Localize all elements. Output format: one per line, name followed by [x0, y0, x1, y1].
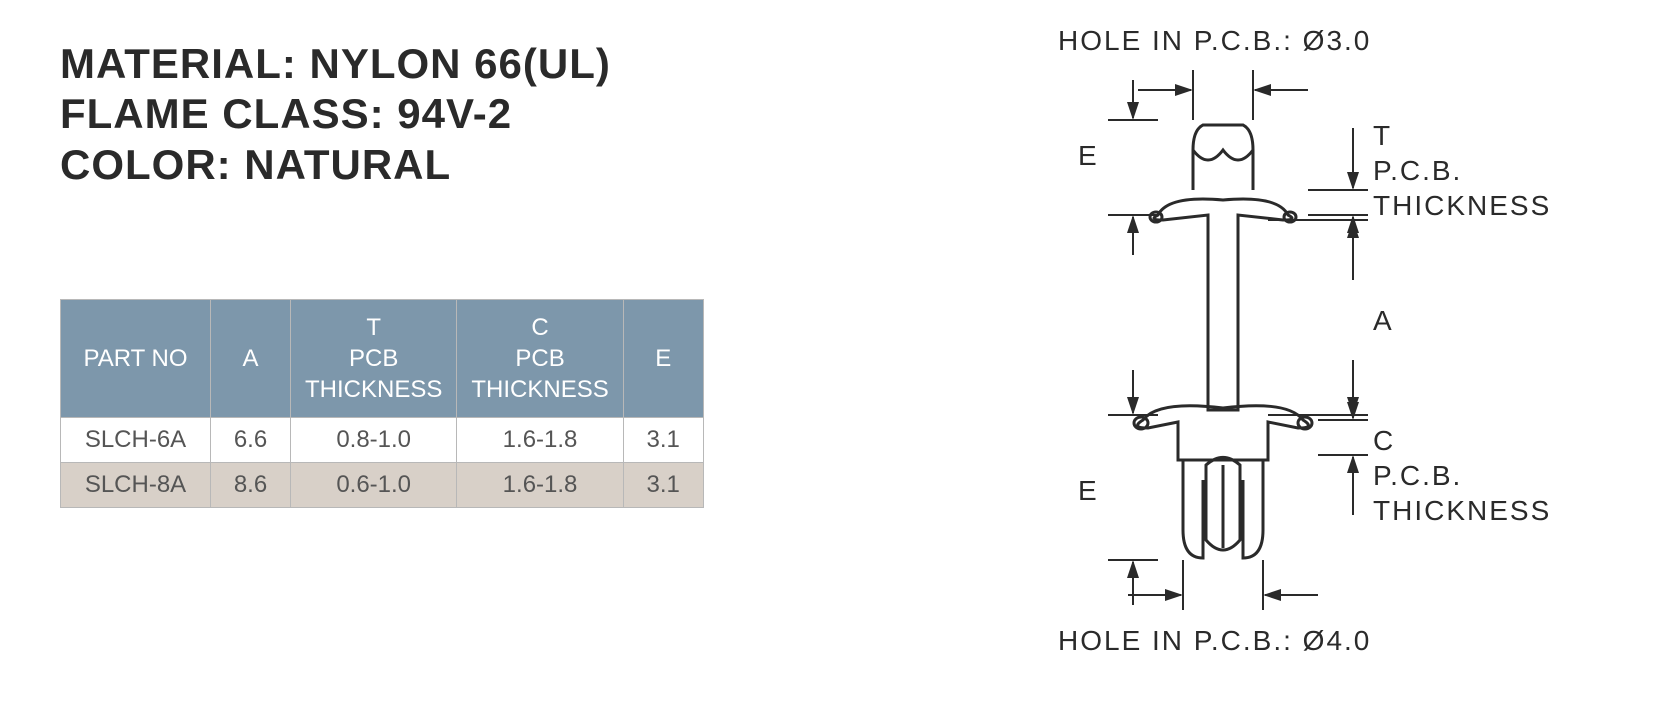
- cell-c: 1.6-1.8: [457, 418, 623, 463]
- label-t-thickness: THICKNESS: [1373, 190, 1551, 221]
- cell-t: 0.8-1.0: [291, 418, 457, 463]
- label-a: A: [1373, 305, 1394, 336]
- label-t-pcb: P.C.B.: [1373, 155, 1462, 186]
- label-e-top: E: [1078, 140, 1099, 171]
- spec-table: PART NO A T PCB THICKNESS C PCB THICKNES…: [60, 299, 704, 509]
- label-c: C: [1373, 425, 1395, 456]
- col-t-line1: T: [366, 314, 381, 341]
- label-c-pcb: P.C.B.: [1373, 460, 1462, 491]
- label-c-thickness: THICKNESS: [1373, 495, 1551, 526]
- col-c-line1: C: [531, 314, 548, 341]
- cell-a: 6.6: [211, 418, 291, 463]
- cell-e: 3.1: [623, 463, 703, 508]
- col-c-line2: PCB: [515, 345, 564, 372]
- col-t-line2: PCB: [349, 345, 398, 372]
- table-row: SLCH-8A 8.6 0.6-1.0 1.6-1.8 3.1: [61, 463, 704, 508]
- col-part-no: PART NO: [61, 299, 211, 418]
- technical-drawing: HOLE IN P.C.B.: Ø3.0 E T P.C.B. THICKNES…: [978, 20, 1598, 680]
- table-row: SLCH-6A 6.6 0.8-1.0 1.6-1.8 3.1: [61, 418, 704, 463]
- col-t: T PCB THICKNESS: [291, 299, 457, 418]
- label-e-bottom: E: [1078, 475, 1099, 506]
- cell-part-no: SLCH-8A: [61, 463, 211, 508]
- col-a: A: [211, 299, 291, 418]
- cell-part-no: SLCH-6A: [61, 418, 211, 463]
- col-t-line3: THICKNESS: [305, 376, 442, 403]
- table-header-row: PART NO A T PCB THICKNESS C PCB THICKNES…: [61, 299, 704, 418]
- label-hole-bottom: HOLE IN P.C.B.: Ø4.0: [1058, 625, 1371, 656]
- label-t: T: [1373, 120, 1392, 151]
- label-hole-top: HOLE IN P.C.B.: Ø3.0: [1058, 25, 1371, 56]
- cell-e: 3.1: [623, 418, 703, 463]
- col-c: C PCB THICKNESS: [457, 299, 623, 418]
- col-c-line3: THICKNESS: [471, 376, 608, 403]
- cell-c: 1.6-1.8: [457, 463, 623, 508]
- col-e: E: [623, 299, 703, 418]
- cell-a: 8.6: [211, 463, 291, 508]
- cell-t: 0.6-1.0: [291, 463, 457, 508]
